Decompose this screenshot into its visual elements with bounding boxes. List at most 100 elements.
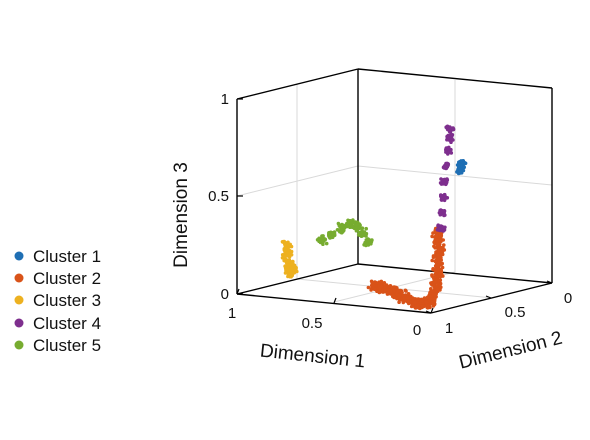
tick-marks xyxy=(236,98,553,314)
y-tick-0_5 xyxy=(485,295,492,299)
cluster-2-point xyxy=(403,288,408,293)
top-left-edge xyxy=(236,68,359,100)
cluster-2-point xyxy=(385,291,390,295)
cluster-2-point xyxy=(436,253,440,257)
cluster-3-point xyxy=(282,255,287,260)
y-tick-0 xyxy=(546,280,553,284)
cluster-2-point xyxy=(371,281,376,286)
cluster-4-point xyxy=(437,227,441,231)
cluster-2-point xyxy=(406,292,411,296)
legend-marker-cluster-5 xyxy=(14,340,24,350)
cluster-5-point xyxy=(321,242,325,246)
cluster-2-point xyxy=(406,296,410,300)
cluster-4-point xyxy=(440,209,444,213)
cluster-2-point xyxy=(389,289,393,294)
cluster-2-point xyxy=(429,301,434,306)
cluster-4-point xyxy=(439,177,443,181)
cluster-5-point xyxy=(339,230,343,234)
cluster-2-point xyxy=(419,299,424,303)
cluster-2-point xyxy=(397,300,401,305)
y-tick-1 xyxy=(425,310,432,314)
cluster-4-point xyxy=(441,225,445,230)
cluster-2-point xyxy=(437,255,442,260)
cluster-4-point xyxy=(441,229,446,233)
x-tick-0_5 xyxy=(333,297,337,304)
cluster-5-point xyxy=(364,243,368,248)
cluster-5-point xyxy=(360,226,365,230)
legend-label-cluster-1: Cluster 1 xyxy=(33,247,101,266)
cluster-4-point xyxy=(438,181,443,185)
cluster-3-point xyxy=(289,249,294,254)
cluster-1-point xyxy=(457,162,462,166)
cluster-5-point xyxy=(354,226,358,231)
cluster-2-point xyxy=(403,299,407,303)
cluster-2-point xyxy=(428,291,432,295)
x-axis-line xyxy=(236,293,432,314)
legend-marker-cluster-4 xyxy=(14,318,24,328)
cluster-2-point xyxy=(409,304,414,309)
cluster-5-point xyxy=(364,234,368,238)
z-axis-label: Dimension 3 xyxy=(171,162,192,268)
x-tick-label: 0.5 xyxy=(302,315,323,332)
cluster-5-point xyxy=(347,219,352,223)
cluster-2-point xyxy=(433,293,438,298)
cluster-3-point xyxy=(293,268,298,273)
cluster-2-point xyxy=(435,241,440,246)
y-tick-labels: 1 0.5 0 xyxy=(445,290,572,337)
cluster-2-point xyxy=(435,287,440,292)
cluster-2-point xyxy=(430,258,435,263)
cluster-4-point xyxy=(445,165,450,169)
cluster-5-point xyxy=(364,226,369,231)
cluster-2-point xyxy=(424,300,429,304)
cluster-4-point xyxy=(445,196,450,200)
cluster-2-point xyxy=(436,267,440,272)
cluster-2-point xyxy=(435,233,439,238)
cluster-4-point xyxy=(442,181,447,185)
z-tick-label: 1 xyxy=(221,91,229,108)
x-tick-0 xyxy=(430,307,434,314)
cluster-2-point xyxy=(432,276,436,281)
cluster-2-point xyxy=(432,280,437,284)
z-tick-label: 0.5 xyxy=(208,188,229,205)
cluster-2-point xyxy=(413,306,418,310)
top-right-edge xyxy=(357,68,553,89)
y-tick-label: 1 xyxy=(445,320,453,337)
cluster-2-point xyxy=(392,295,396,300)
cluster-5-point xyxy=(332,232,337,236)
cluster-3-point xyxy=(289,266,294,271)
cluster-2-point xyxy=(430,234,434,239)
cluster-5-point xyxy=(328,235,333,239)
x-tick-labels: 1 0.5 0 xyxy=(228,305,421,339)
cluster-5-point xyxy=(345,221,350,226)
x-axis-label: Dimension 1 xyxy=(259,341,366,373)
cluster-2-point xyxy=(422,296,427,300)
cluster-3-point xyxy=(290,271,295,275)
cluster-4-point xyxy=(439,193,443,197)
legend-label-cluster-5: Cluster 5 xyxy=(33,336,101,355)
cluster-4-point xyxy=(436,224,441,229)
floor-back-left-edge xyxy=(236,263,359,295)
cluster-5-point xyxy=(359,232,364,236)
cluster-3-point xyxy=(292,263,297,268)
cluster-5-point xyxy=(339,225,344,229)
cluster-2-point xyxy=(400,290,404,295)
cluster-2-point xyxy=(436,263,440,268)
cluster-4-point xyxy=(445,177,449,181)
legend-marker-cluster-3 xyxy=(14,295,24,305)
cluster-2-point xyxy=(430,292,435,297)
cluster-4-point xyxy=(442,164,447,169)
cluster-2-point xyxy=(434,270,439,274)
cluster-2-point xyxy=(433,259,438,264)
cluster-2-point xyxy=(429,281,433,285)
cluster-1-point xyxy=(461,168,466,173)
z-tick-labels: 0 0.5 1 xyxy=(208,91,229,303)
x-tick-label: 0 xyxy=(413,322,421,339)
x-tick-label: 1 xyxy=(228,305,236,322)
y-axis-label: Dimension 2 xyxy=(457,328,565,374)
cluster-4-point xyxy=(445,137,449,142)
cluster-5-point xyxy=(345,224,349,229)
legend-label-cluster-3: Cluster 3 xyxy=(33,291,101,310)
cluster-2-point xyxy=(431,254,436,258)
cluster-3-point xyxy=(287,258,292,262)
